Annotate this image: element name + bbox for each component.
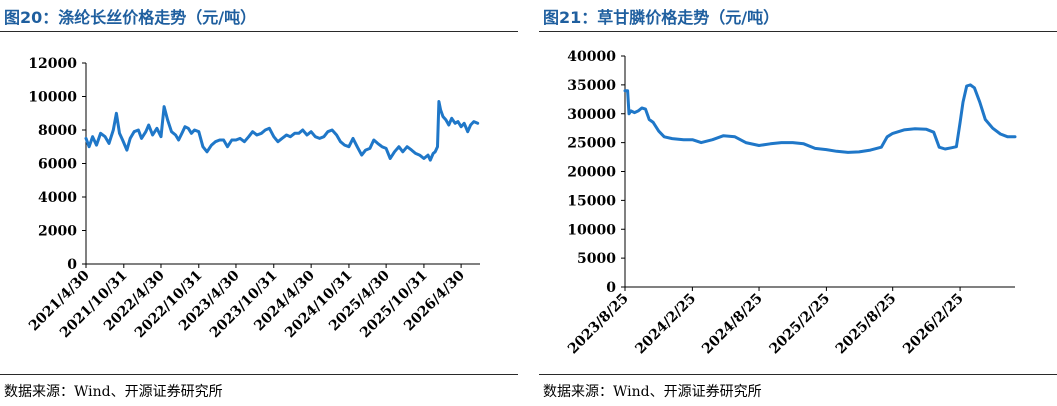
x-tick-label: 2023/8/25 bbox=[565, 291, 632, 358]
x-tick-label: 2025/8/25 bbox=[833, 291, 900, 358]
x-tick-label: 2024/2/25 bbox=[632, 291, 699, 358]
series-line bbox=[84, 100, 480, 162]
y-tick-label: 0 bbox=[606, 280, 616, 296]
source-divider bbox=[539, 374, 1057, 375]
title-divider bbox=[0, 31, 518, 32]
source-divider bbox=[0, 374, 518, 375]
y-tick-label: 10000 bbox=[28, 90, 77, 106]
y-tick-label: 4000 bbox=[38, 190, 77, 206]
y-tick-label: 2000 bbox=[38, 224, 77, 240]
y-tick-label: 30000 bbox=[567, 107, 616, 123]
y-tick-label: 10000 bbox=[567, 222, 616, 238]
x-tick-label: 2025/2/25 bbox=[766, 291, 833, 358]
y-tick-label: 5000 bbox=[577, 251, 616, 267]
chart-panel-polyester: 图20：涤纶长丝价格走势（元/吨） 0 2000 4000 6000 8000 10000… bbox=[0, 0, 518, 406]
y-tick-label: 8000 bbox=[38, 123, 77, 139]
y-tick-label: 0 bbox=[67, 257, 77, 273]
y-tick-label: 15000 bbox=[567, 193, 616, 209]
source-note: 数据来源：Wind、开源证券研究所 bbox=[4, 384, 223, 400]
y-tick-label: 6000 bbox=[38, 157, 77, 173]
y-tick-label: 20000 bbox=[567, 165, 616, 181]
series-line bbox=[623, 83, 1017, 154]
chart-title: 图20：涤纶长丝价格走势（元/吨） bbox=[4, 8, 257, 27]
x-tick-label: 2026/2/25 bbox=[900, 291, 967, 358]
y-tick-label: 35000 bbox=[567, 78, 616, 94]
chart-title: 图21：草甘膦价格走势（元/吨） bbox=[543, 8, 780, 27]
y-tick-label: 25000 bbox=[567, 136, 616, 152]
chart-glyphosate: 0 5000 10000 15000 20000 25000 30000 35000 40000… bbox=[565, 49, 1017, 358]
chart-polyester: 0200040006000800010000120002021/4/302021… bbox=[26, 56, 480, 341]
source-note: 数据来源：Wind、开源证券研究所 bbox=[543, 384, 762, 400]
y-tick-label: 40000 bbox=[567, 49, 616, 65]
title-divider bbox=[539, 31, 1057, 32]
x-tick-label: 2024/8/25 bbox=[699, 291, 766, 358]
y-tick-label: 12000 bbox=[28, 56, 77, 72]
chart-panel-glyphosate: 图21：草甘膦价格走势（元/吨） 0 5000 10000 15000 20000 250… bbox=[539, 0, 1057, 406]
